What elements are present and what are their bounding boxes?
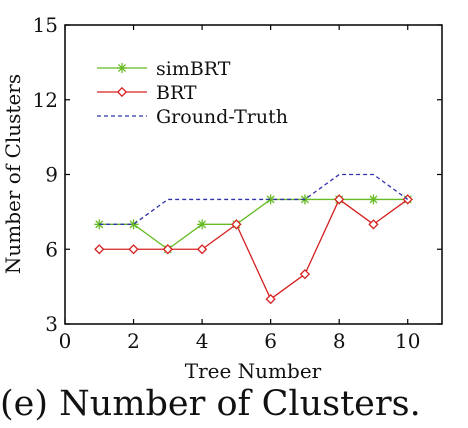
x-tick-label: 0 (59, 329, 72, 353)
x-tick-label: 8 (333, 329, 346, 353)
data-point-diamond (128, 244, 139, 255)
data-point-diamond (162, 244, 173, 255)
data-point-star (118, 64, 126, 72)
series-brt (94, 194, 413, 305)
y-tick-label: 9 (45, 163, 58, 187)
y-tick-label: 15 (33, 13, 58, 37)
data-point-diamond (116, 86, 128, 98)
x-tick-label: 4 (196, 329, 209, 353)
axis-ticks (64, 24, 442, 325)
y-axis-title: Number of Clusters (1, 74, 25, 274)
legend-label: Ground-Truth (156, 106, 288, 128)
y-tick-label: 3 (45, 312, 58, 336)
data-point-diamond (196, 244, 208, 255)
data-point-diamond (299, 269, 311, 280)
x-axis-title: Tree Number (185, 359, 322, 383)
series-line (99, 198, 408, 251)
data-point-star (369, 195, 378, 204)
y-tick-label: 6 (45, 237, 58, 261)
data-point-star (198, 220, 207, 229)
data-point-diamond (368, 219, 379, 230)
series-line (99, 173, 409, 225)
x-tick-label: 2 (127, 329, 140, 353)
series-simbrt (94, 194, 413, 255)
data-point-diamond (334, 194, 345, 205)
figure-caption: (e) Number of Clusters. (0, 384, 421, 424)
data-point-diamond (265, 293, 276, 305)
series-line (99, 198, 409, 301)
series-group (94, 173, 413, 305)
y-tick-label: 12 (33, 88, 58, 112)
data-point-diamond (231, 219, 242, 230)
data-point-star (95, 220, 104, 229)
data-point-diamond (94, 244, 105, 255)
legend-label: BRT (156, 82, 197, 104)
axis-tick-labels: 0 2 4 6 8 10 3 6 9 12 15 (33, 13, 421, 353)
data-point-star (266, 195, 275, 204)
series-ground-truth (99, 173, 409, 225)
x-tick-label: 10 (395, 329, 420, 353)
x-tick-label: 6 (264, 329, 277, 353)
legend-label: simBRT (156, 58, 231, 80)
